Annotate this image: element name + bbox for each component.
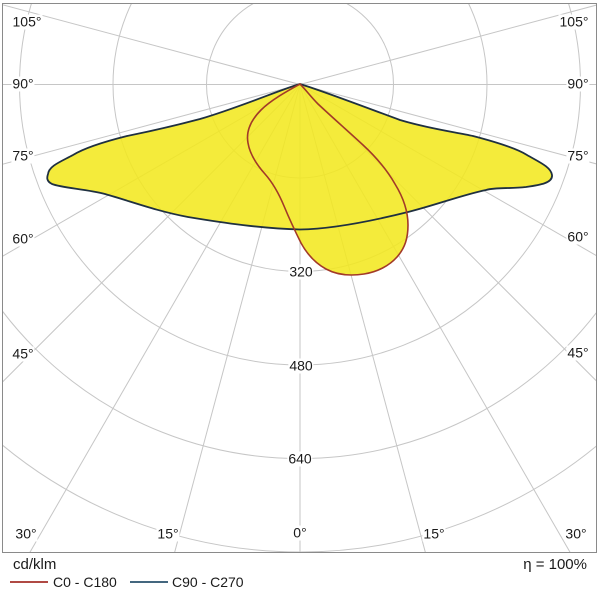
angle-label-right-105: 105° bbox=[558, 13, 590, 30]
radial-label-640: 640 bbox=[287, 450, 313, 467]
plot-border bbox=[2, 3, 597, 553]
angle-label-left-45: 45° bbox=[11, 345, 35, 362]
legend-line-c0 bbox=[10, 581, 48, 583]
efficiency-label: η = 100% bbox=[523, 556, 587, 573]
legend-line-c90 bbox=[130, 581, 168, 583]
angle-label-left-60: 60° bbox=[11, 230, 35, 247]
radial-label-480: 480 bbox=[288, 357, 314, 374]
angle-label-bottom-0: 0° bbox=[292, 524, 308, 541]
radial-label-320: 320 bbox=[288, 263, 314, 280]
angle-label-right-45: 45° bbox=[566, 344, 590, 361]
legend-label-c90: C90 - C270 bbox=[172, 574, 244, 590]
angle-label-bottom-right-30: 30° bbox=[564, 525, 588, 542]
curve-c0-c180 bbox=[246, 83, 409, 276]
angle-label-bottom-left-30: 30° bbox=[14, 525, 38, 542]
angle-label-right-60: 60° bbox=[566, 228, 590, 245]
angle-label-left-75: 75° bbox=[11, 147, 35, 164]
angle-label-bottom-left-15: 15° bbox=[156, 525, 180, 542]
angle-label-left-105: 105° bbox=[11, 13, 43, 30]
units-label: cd/klm bbox=[13, 556, 57, 573]
angle-label-bottom-right-15: 15° bbox=[422, 525, 446, 542]
angle-label-right-90: 90° bbox=[566, 75, 590, 92]
angle-label-right-75: 75° bbox=[566, 147, 590, 164]
legend-label-c0: C0 - C180 bbox=[53, 574, 117, 590]
intensity-fill-area bbox=[47, 84, 553, 275]
curve-c90-c270 bbox=[46, 83, 553, 231]
angle-label-left-90: 90° bbox=[11, 75, 35, 92]
